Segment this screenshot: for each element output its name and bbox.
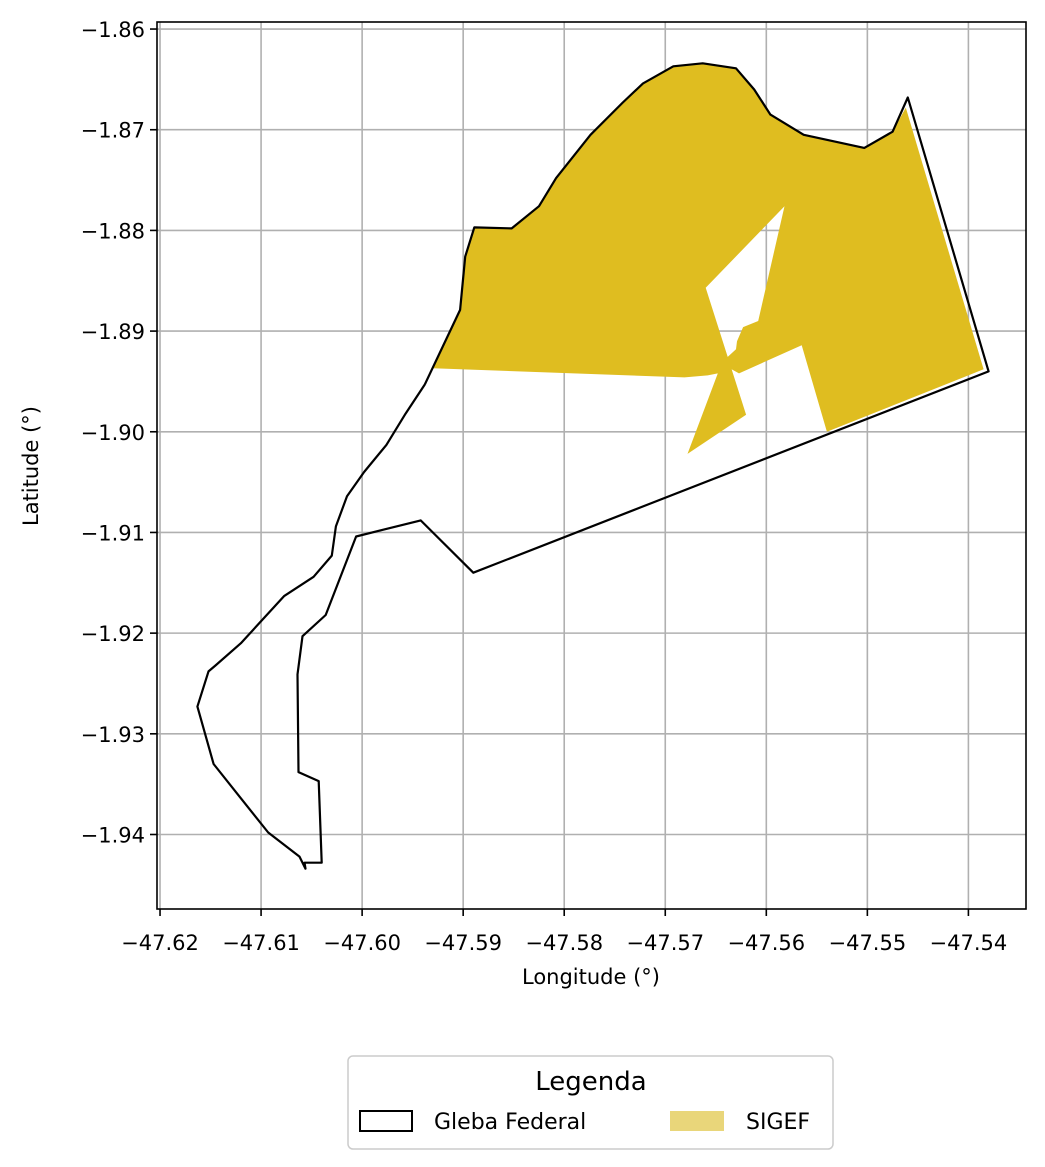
- x-axis-label: Longitude (°): [522, 965, 660, 989]
- y-tick-label: −1.93: [81, 723, 145, 747]
- x-tick-label: −47.57: [626, 931, 704, 955]
- legend-title: Legenda: [535, 1067, 646, 1097]
- x-tick-label: −47.54: [930, 931, 1008, 955]
- x-tick-label: −47.58: [525, 931, 603, 955]
- y-tick-label: −1.88: [81, 219, 145, 243]
- x-tick-label: −47.62: [121, 931, 199, 955]
- y-tick-label: −1.92: [81, 622, 145, 646]
- legend-label-gleba-federal: Gleba Federal: [434, 1110, 586, 1135]
- gleba-federal-outline: [196, 62, 990, 870]
- legend-label-sigef: SIGEF: [746, 1110, 810, 1135]
- legend-swatch-gleba-federal: [359, 1110, 413, 1132]
- y-axis-label: Latitude (°): [19, 406, 43, 526]
- x-tick-label: −47.56: [727, 931, 805, 955]
- x-tick-label: −47.59: [424, 931, 502, 955]
- plot-frame: [156, 21, 1027, 910]
- x-tick-label: −47.55: [828, 931, 906, 955]
- y-tick-label: −1.90: [81, 421, 145, 445]
- legend-swatch-sigef: [670, 1111, 724, 1131]
- y-axis-ticks: −1.86 −1.87 −1.88 −1.89 −1.90 −1.91 −1.92 −1.93…: [81, 18, 157, 847]
- y-tick-label: −1.91: [81, 521, 145, 545]
- x-tick-label: −47.60: [323, 931, 401, 955]
- y-tick-label: −1.86: [81, 18, 145, 42]
- data-shapes: [196, 62, 990, 870]
- y-tick-label: −1.94: [81, 823, 145, 847]
- y-tick-label: −1.89: [81, 320, 145, 344]
- y-tick-label: −1.87: [81, 119, 145, 143]
- legend: Legenda Gleba Federal SIGEF: [347, 1055, 834, 1150]
- x-tick-label: −47.61: [222, 931, 300, 955]
- x-axis-ticks: −47.62 −47.61 −47.60 −47.59 −47.58 −47.57 −47.…: [121, 909, 1007, 955]
